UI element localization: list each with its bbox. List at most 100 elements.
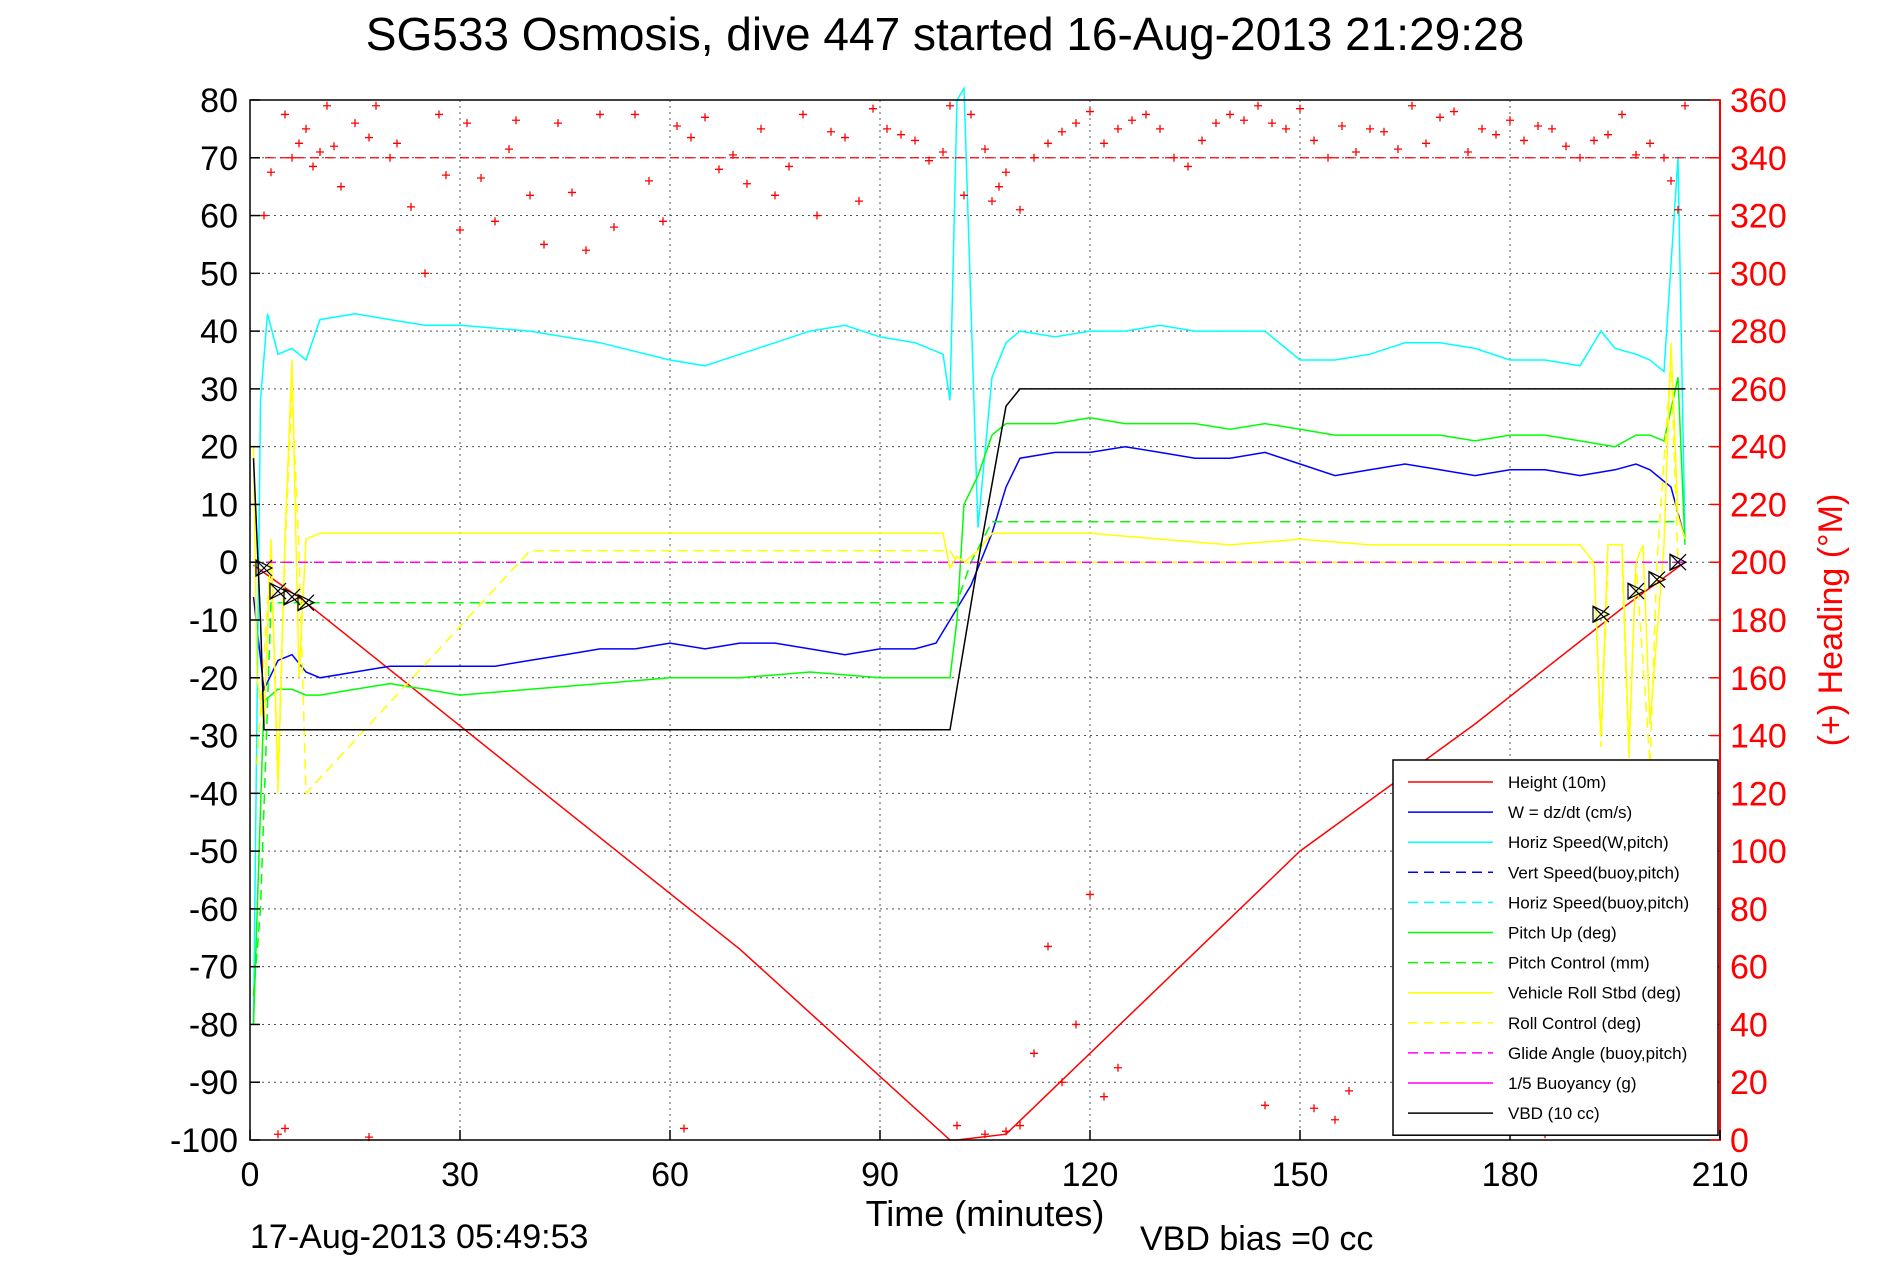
heading-marker (316, 148, 324, 156)
heading-marker (1436, 113, 1444, 122)
y-tick-label: 80 (200, 82, 238, 120)
heading-marker (1345, 1086, 1353, 1095)
heading-marker (1044, 942, 1052, 951)
legend-box (1392, 759, 1719, 1136)
left-axis: -100-90-80-70-60-50-40-30-20-10010203040… (170, 82, 260, 1160)
heading-marker (1422, 139, 1430, 148)
heading-marker (841, 133, 849, 142)
x-tick-label: 150 (1272, 1156, 1329, 1194)
heading-marker (869, 104, 877, 113)
heading-marker (337, 182, 345, 191)
legend-label: Horiz Speed(buoy,pitch) (1508, 893, 1689, 912)
heading-marker (827, 127, 835, 136)
x-tick-label: 30 (441, 1156, 479, 1194)
heading-marker (1590, 136, 1598, 145)
y-right-tick-label: 120 (1730, 775, 1787, 813)
heading-marker (288, 153, 296, 162)
heading-marker (281, 110, 289, 119)
triangle-marker (1669, 553, 1688, 572)
legend-label: Pitch Control (mm) (1508, 954, 1650, 973)
y-tick-label: 40 (200, 313, 238, 351)
heading-marker (1212, 119, 1220, 128)
y-tick-label: 70 (200, 140, 238, 178)
x-tick-label: 0 (241, 1156, 260, 1194)
x-tick-label: 60 (651, 1156, 689, 1194)
heading-marker (421, 269, 429, 278)
y-right-tick-label: 280 (1730, 313, 1787, 351)
triangle-marker (1627, 582, 1646, 601)
heading-marker (1268, 119, 1276, 128)
legend-label: Vert Speed(buoy,pitch) (1508, 863, 1680, 882)
heading-marker (372, 101, 380, 110)
heading-marker (981, 1130, 989, 1139)
heading-marker (1044, 139, 1052, 148)
heading-marker (1506, 116, 1514, 125)
y-tick-label: 60 (200, 198, 238, 236)
heading-marker (596, 110, 604, 119)
y-right-tick-label: 20 (1730, 1064, 1768, 1102)
y-tick-label: 10 (200, 486, 238, 524)
heading-marker (435, 110, 443, 119)
heading-marker (274, 1130, 282, 1139)
heading-marker (757, 124, 765, 133)
series-line (252, 521, 1678, 996)
heading-marker (1674, 205, 1682, 214)
heading-marker (1100, 1092, 1108, 1101)
heading-marker (1128, 116, 1136, 125)
y-tick-label: -100 (170, 1122, 238, 1160)
series-line (252, 85, 1686, 1025)
y-tick-label: -30 (189, 718, 238, 756)
heading-marker (281, 1124, 289, 1133)
heading-marker (1016, 205, 1024, 214)
heading-marker (1520, 136, 1528, 145)
heading-marker (953, 1121, 961, 1130)
heading-marker (456, 226, 464, 234)
legend-label: Height (10m) (1508, 773, 1606, 792)
heading-marker (939, 148, 947, 156)
heading-marker (309, 162, 317, 171)
heading-marker (1240, 116, 1248, 125)
heading-marker (505, 145, 513, 154)
y-tick-label: -20 (189, 660, 238, 698)
heading-marker (897, 130, 905, 139)
heading-marker (988, 197, 996, 206)
heading-marker (1282, 124, 1290, 133)
heading-marker (645, 176, 653, 185)
y-tick-label: 50 (200, 255, 238, 293)
heading-marker (351, 119, 359, 128)
heading-marker (631, 110, 639, 119)
heading-marker (946, 101, 954, 110)
x-tick-label: 210 (1692, 1156, 1749, 1194)
y-tick-label: -80 (189, 1006, 238, 1044)
heading-marker (491, 217, 499, 226)
heading-marker (1072, 1020, 1080, 1029)
y-right-tick-label: 300 (1730, 255, 1787, 293)
heading-marker (1408, 101, 1416, 110)
legend: Height (10m) W = dz/dt (cm/s) Horiz Speed(… (1392, 759, 1719, 1136)
legend-label: W = dz/dt (cm/s) (1508, 803, 1632, 822)
heading-marker (1002, 168, 1010, 177)
heading-marker (1058, 1078, 1066, 1087)
x-tick-label: 90 (861, 1156, 899, 1194)
y-right-tick-label: 340 (1730, 140, 1787, 178)
heading-marker (1016, 1121, 1024, 1130)
y-right-tick-label: 360 (1730, 82, 1787, 120)
heading-marker (512, 116, 520, 125)
heading-marker (1366, 124, 1374, 133)
heading-marker (295, 139, 303, 148)
y-right-tick-label: 260 (1730, 371, 1787, 409)
heading-marker (1338, 122, 1346, 130)
heading-marker (1114, 124, 1122, 133)
heading-marker (687, 133, 695, 142)
heading-marker (407, 202, 415, 211)
heading-marker (1548, 124, 1556, 133)
y-tick-label: -50 (189, 833, 238, 871)
triangle-marker (269, 582, 288, 601)
y-tick-label: 20 (200, 429, 238, 467)
heading-marker (1394, 145, 1402, 154)
heading-marker (1086, 107, 1094, 116)
legend-label: Glide Angle (buoy,pitch) (1508, 1044, 1687, 1063)
heading-marker (855, 197, 863, 206)
heading-marker (659, 217, 667, 226)
